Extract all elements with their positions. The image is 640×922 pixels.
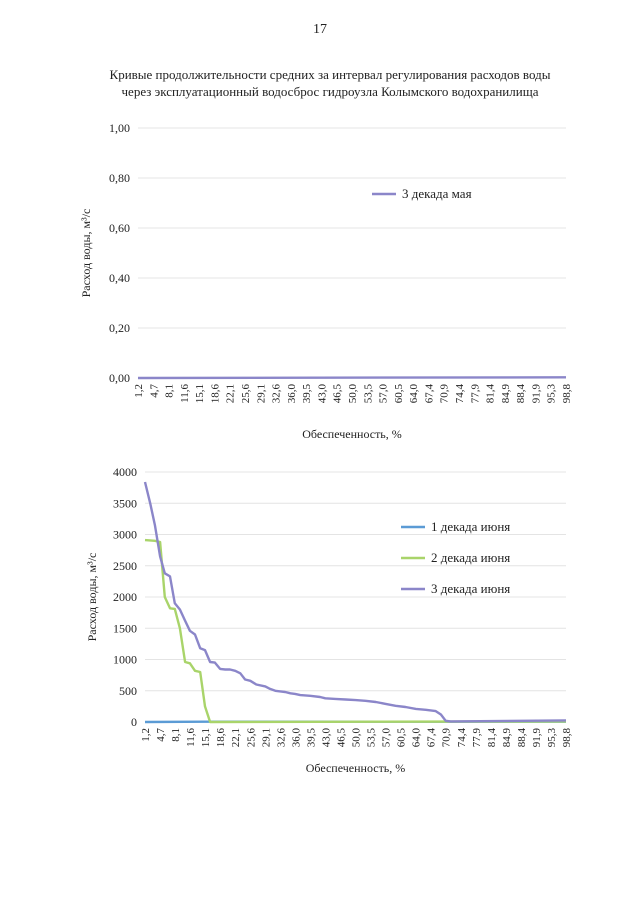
y-tick-label: 1,00	[109, 121, 130, 135]
x-tick-label: 98,8	[561, 384, 573, 404]
x-tick-label: 70,9	[439, 384, 451, 404]
x-tick-label: 36,0	[290, 728, 302, 748]
chart-may: 0,00 0,20 0,40 0,60 0,80 1,00 1,2 4,7 8,1 11,6 15,…	[79, 121, 573, 440]
chart-title-line-1: Кривые продолжительности средних за инте…	[109, 67, 551, 82]
x-tick-label: 84,9	[501, 728, 513, 748]
x-tick-label: 11,6	[185, 728, 197, 747]
x-tick-label: 4,7	[148, 384, 160, 398]
x-tick-label: 57,0	[381, 728, 393, 748]
x-tick-label: 64,0	[411, 728, 423, 748]
x-tick-label: 29,1	[255, 384, 267, 403]
y-tick-label: 0,40	[109, 271, 130, 285]
x-tick-label: 25,6	[245, 728, 257, 748]
y-tick-label: 0	[131, 715, 137, 729]
x-tick-label: 53,5	[366, 728, 378, 748]
x-tick-label: 39,5	[305, 728, 317, 748]
legend-label: 3 декада мая	[402, 186, 472, 201]
x-tick-label: 70,9	[441, 728, 453, 748]
chart-title-line-2: через эксплуатационный водосброс гидроуз…	[121, 84, 539, 99]
x-tick-label: 77,9	[469, 384, 481, 404]
x-tick-label: 11,6	[179, 384, 191, 403]
y-tick-label: 0,60	[109, 221, 130, 235]
legend-label: 2 декада июня	[431, 550, 510, 565]
y-tick-label: 3000	[113, 528, 137, 542]
y-axis-title: Расход воды, м³/с	[79, 209, 93, 298]
x-tick-label: 77,9	[471, 728, 483, 748]
x-tick-label: 60,5	[396, 728, 408, 748]
x-tick-label: 81,4	[485, 383, 497, 403]
x-tick-label: 74,4	[454, 384, 466, 404]
x-tick-label: 95,3	[546, 728, 558, 748]
x-tick-label: 1,2	[133, 384, 145, 398]
x-tick-label: 15,1	[200, 728, 212, 747]
x-tick-label: 32,6	[271, 384, 283, 404]
y-tick-label: 2000	[113, 590, 137, 604]
x-tick-label: 43,0	[316, 384, 328, 404]
y-tick-label: 1500	[113, 621, 137, 635]
x-tick-label: 32,6	[275, 728, 287, 748]
x-tick-label: 81,4	[486, 728, 498, 748]
x-tick-label: 29,1	[260, 728, 272, 747]
x-tick-label: 39,5	[301, 384, 313, 404]
x-tick-label: 4,7	[155, 728, 167, 742]
x-tick-label: 8,1	[170, 728, 182, 742]
x-tick-label: 8,1	[164, 384, 176, 398]
y-axis-title: Расход воды, м³/с	[85, 553, 99, 642]
y-tick-label: 500	[119, 684, 137, 698]
x-tick-label: 53,5	[362, 384, 374, 404]
x-tick-label: 67,4	[423, 384, 435, 404]
x-axis-title: Обеспеченность, %	[306, 761, 406, 775]
x-tick-label: 43,0	[320, 728, 332, 748]
x-tick-label: 64,0	[408, 384, 420, 404]
x-tick-label: 50,0	[351, 728, 363, 748]
y-tick-label: 3500	[113, 496, 137, 510]
x-tick-label: 74,4	[456, 728, 468, 748]
x-tick-label: 22,1	[230, 728, 242, 747]
series-line-1	[137, 376, 567, 380]
x-tick-label: 22,1	[225, 384, 237, 403]
x-tick-label: 60,5	[393, 384, 405, 404]
x-tick-label: 25,6	[240, 384, 252, 404]
x-tick-label: 57,0	[378, 384, 390, 404]
x-tick-label: 98,8	[561, 728, 573, 748]
y-tick-label: 0,80	[109, 171, 130, 185]
x-tick-label: 46,5	[332, 384, 344, 404]
y-tick-label: 1000	[113, 653, 137, 667]
x-tick-label: 18,6	[215, 728, 227, 748]
series-line-2	[144, 538, 567, 724]
x-tick-label: 1,2	[140, 728, 152, 742]
legend-label: 3 декада июня	[431, 581, 510, 596]
chart-title: Кривые продолжительности средних за инте…	[60, 66, 600, 100]
x-tick-label: 88,4	[516, 728, 528, 748]
x-tick-label: 46,5	[335, 728, 347, 748]
x-tick-label: 67,4	[426, 728, 438, 748]
legend-label: 1 декада июня	[431, 519, 510, 534]
y-tick-label: 2500	[113, 559, 137, 573]
x-tick-label: 84,9	[500, 384, 512, 404]
x-axis-title: Обеспеченность, %	[302, 427, 402, 440]
x-tick-label: 95,3	[546, 384, 558, 404]
x-tick-label: 91,9	[531, 728, 543, 748]
series-line-3	[143, 481, 567, 723]
x-tick-label: 88,4	[515, 384, 527, 404]
y-tick-label: 0,20	[109, 321, 130, 335]
y-tick-label: 4000	[113, 465, 137, 479]
x-tick-label: 50,0	[347, 384, 359, 404]
chart-june: 0 500 1000 1500 2000 2500 3000 3500 4000 1,2 4,7 8,…	[85, 465, 573, 775]
x-tick-label: 15,1	[194, 384, 206, 403]
page-number: 17	[313, 22, 327, 37]
x-tick-label: 91,9	[530, 384, 542, 404]
y-tick-label: 0,00	[109, 371, 130, 385]
x-tick-label: 36,0	[286, 384, 298, 404]
x-tick-label: 18,6	[209, 384, 221, 404]
